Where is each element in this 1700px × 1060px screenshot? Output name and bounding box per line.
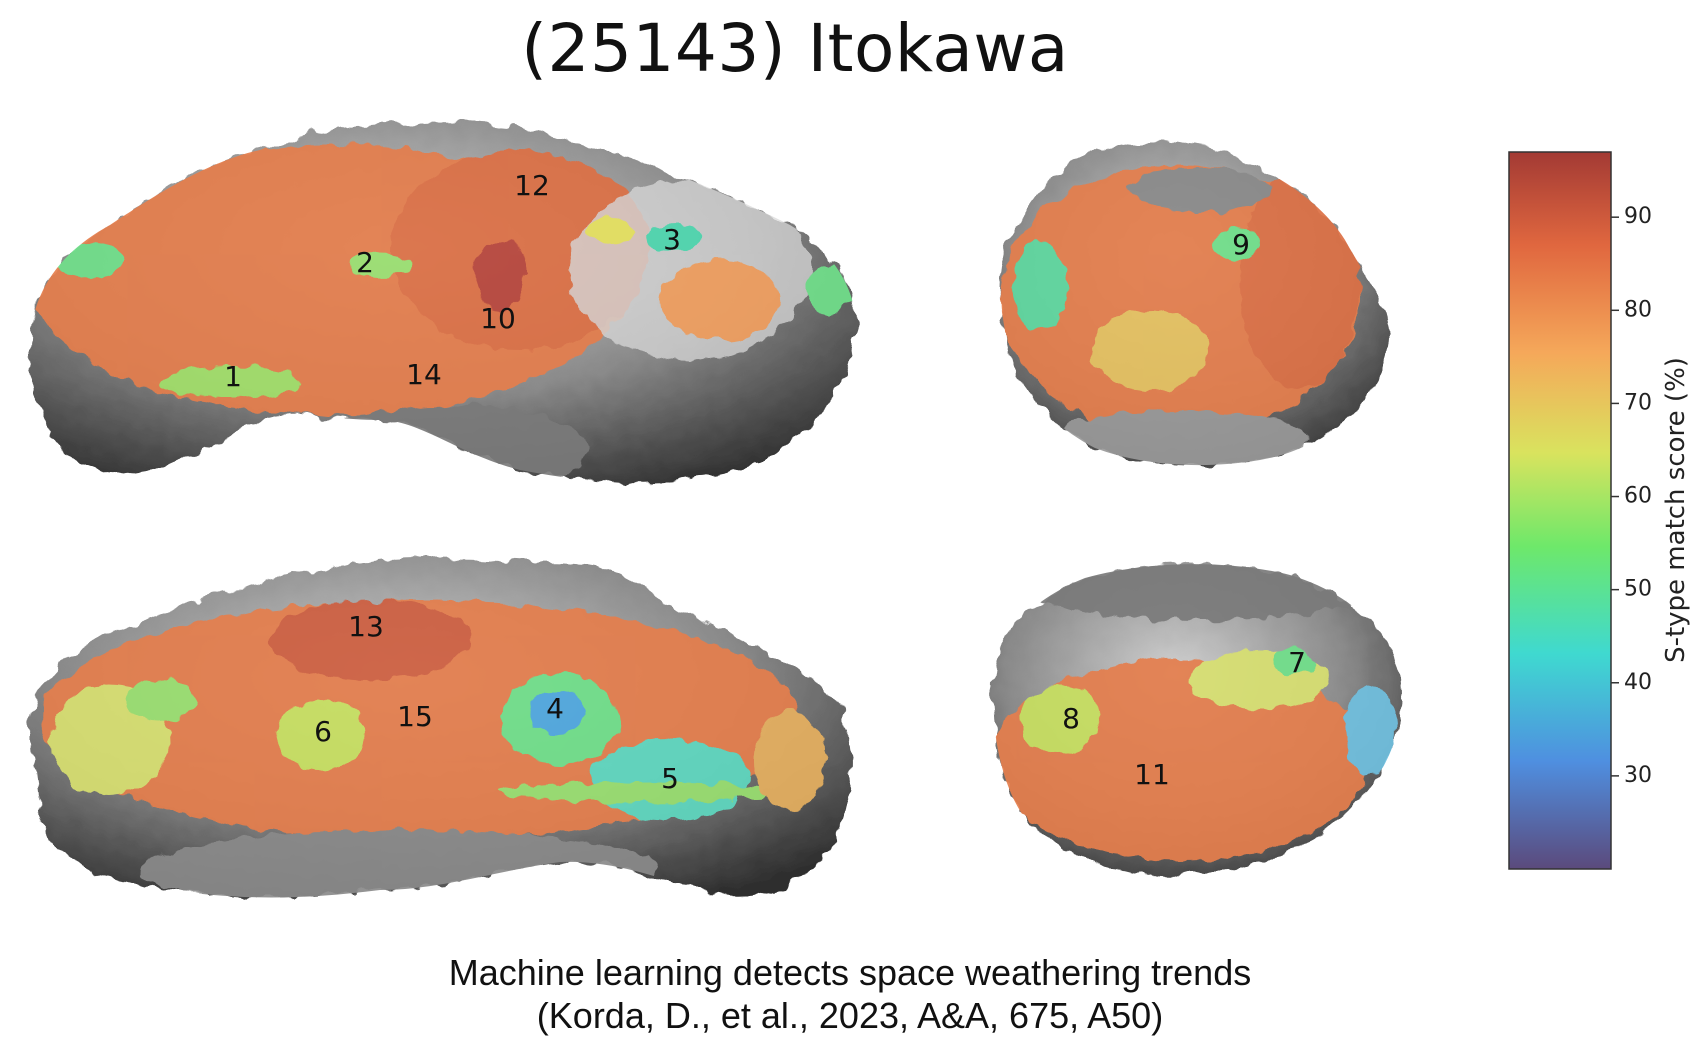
region-label-15: 15 xyxy=(397,700,433,733)
region-label-4: 4 xyxy=(546,692,564,725)
region-label-5: 5 xyxy=(661,762,679,795)
region-label-14: 14 xyxy=(406,358,442,391)
region-label-3: 3 xyxy=(663,223,681,256)
asteroid-view-top-right: 9 xyxy=(999,141,1390,466)
colorbar-gradient xyxy=(1508,151,1612,870)
region-label-8: 8 xyxy=(1062,702,1080,735)
caption-line-2: (Korda, D., et al., 2023, A&A, 675, A50) xyxy=(536,995,1164,1036)
asteroid-view-bottom-right: 7 8 11 xyxy=(991,564,1403,876)
caption-line-1: Machine learning detects space weatherin… xyxy=(448,952,1252,993)
colorbar-tick-label: 50 xyxy=(1624,577,1652,602)
colorbar-tick-label: 90 xyxy=(1624,204,1652,229)
colorbar-tick-label: 30 xyxy=(1624,763,1652,788)
region-label-9: 9 xyxy=(1232,228,1250,261)
colorbar-tick-label: 80 xyxy=(1624,297,1652,322)
region-label-1: 1 xyxy=(224,360,242,393)
colorbar-tick-label: 60 xyxy=(1624,484,1652,509)
region-label-2: 2 xyxy=(356,246,374,279)
figure-title: (25143) Itokawa xyxy=(521,10,1069,87)
colorbar-title: S-type match score (%) xyxy=(1661,357,1691,663)
region-label-6: 6 xyxy=(314,715,332,748)
region-label-11: 11 xyxy=(1134,758,1170,791)
colorbar: 30 40 50 60 70 80 90 S-type match score (%) xyxy=(1508,151,1691,870)
asteroid-view-top-left: 1 2 3 10 12 14 xyxy=(29,122,856,484)
region-label-10: 10 xyxy=(480,302,516,335)
region-label-7: 7 xyxy=(1288,646,1306,679)
region-label-13: 13 xyxy=(348,610,384,643)
colorbar-ticks: 30 40 50 60 70 80 90 xyxy=(1611,204,1652,788)
asteroid-view-bottom-left: 4 5 6 13 15 xyxy=(30,558,852,898)
colorbar-tick-label: 40 xyxy=(1624,670,1652,695)
colorbar-tick-label: 70 xyxy=(1624,390,1652,415)
region-label-12: 12 xyxy=(514,169,550,202)
